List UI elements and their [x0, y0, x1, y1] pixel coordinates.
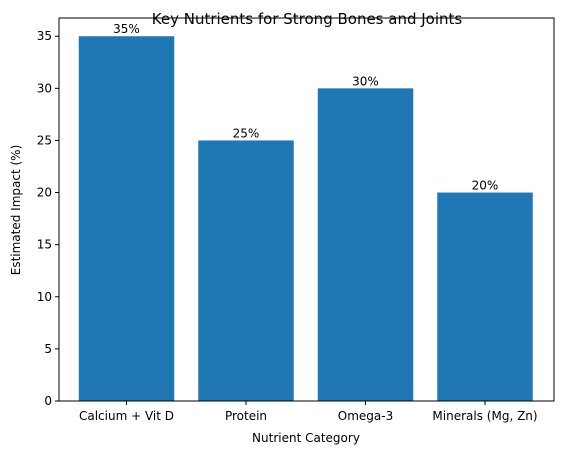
y-tick-label: 0 [44, 394, 52, 408]
data-label: 20% [472, 179, 499, 193]
x-tick-label: Omega-3 [338, 409, 393, 423]
bar-3 [437, 192, 533, 401]
plot-frame [58, 17, 555, 402]
bar-0 [78, 36, 175, 401]
y-tick-label: 20 [37, 186, 52, 200]
y-axis-label: Estimated Impact (%) [9, 145, 23, 276]
y-tick-label: 30 [37, 81, 52, 95]
bar-2 [317, 88, 414, 402]
x-tick-label: Protein [225, 409, 267, 423]
x-tick-label: Calcium + Vit D [79, 409, 174, 423]
y-tick-label: 15 [37, 238, 52, 252]
data-label: 30% [352, 74, 379, 88]
plot-area: 0 5 10 15 20 25 30 35 35% Calcium + Vit D 25% Prote… [37, 22, 538, 423]
data-label: 25% [233, 126, 260, 140]
chart-title: Key Nutrients for Strong Bones and Joint… [152, 10, 463, 28]
y-tick-label: 5 [44, 342, 52, 356]
y-tick-label: 25 [37, 133, 52, 147]
x-axis-label: Nutrient Category [252, 431, 360, 445]
data-label: 35% [113, 22, 140, 36]
x-tick-label: Minerals (Mg, Zn) [432, 409, 537, 423]
bar-1 [198, 140, 294, 401]
y-tick-label: 35 [37, 29, 52, 43]
y-tick-label: 10 [37, 290, 52, 304]
